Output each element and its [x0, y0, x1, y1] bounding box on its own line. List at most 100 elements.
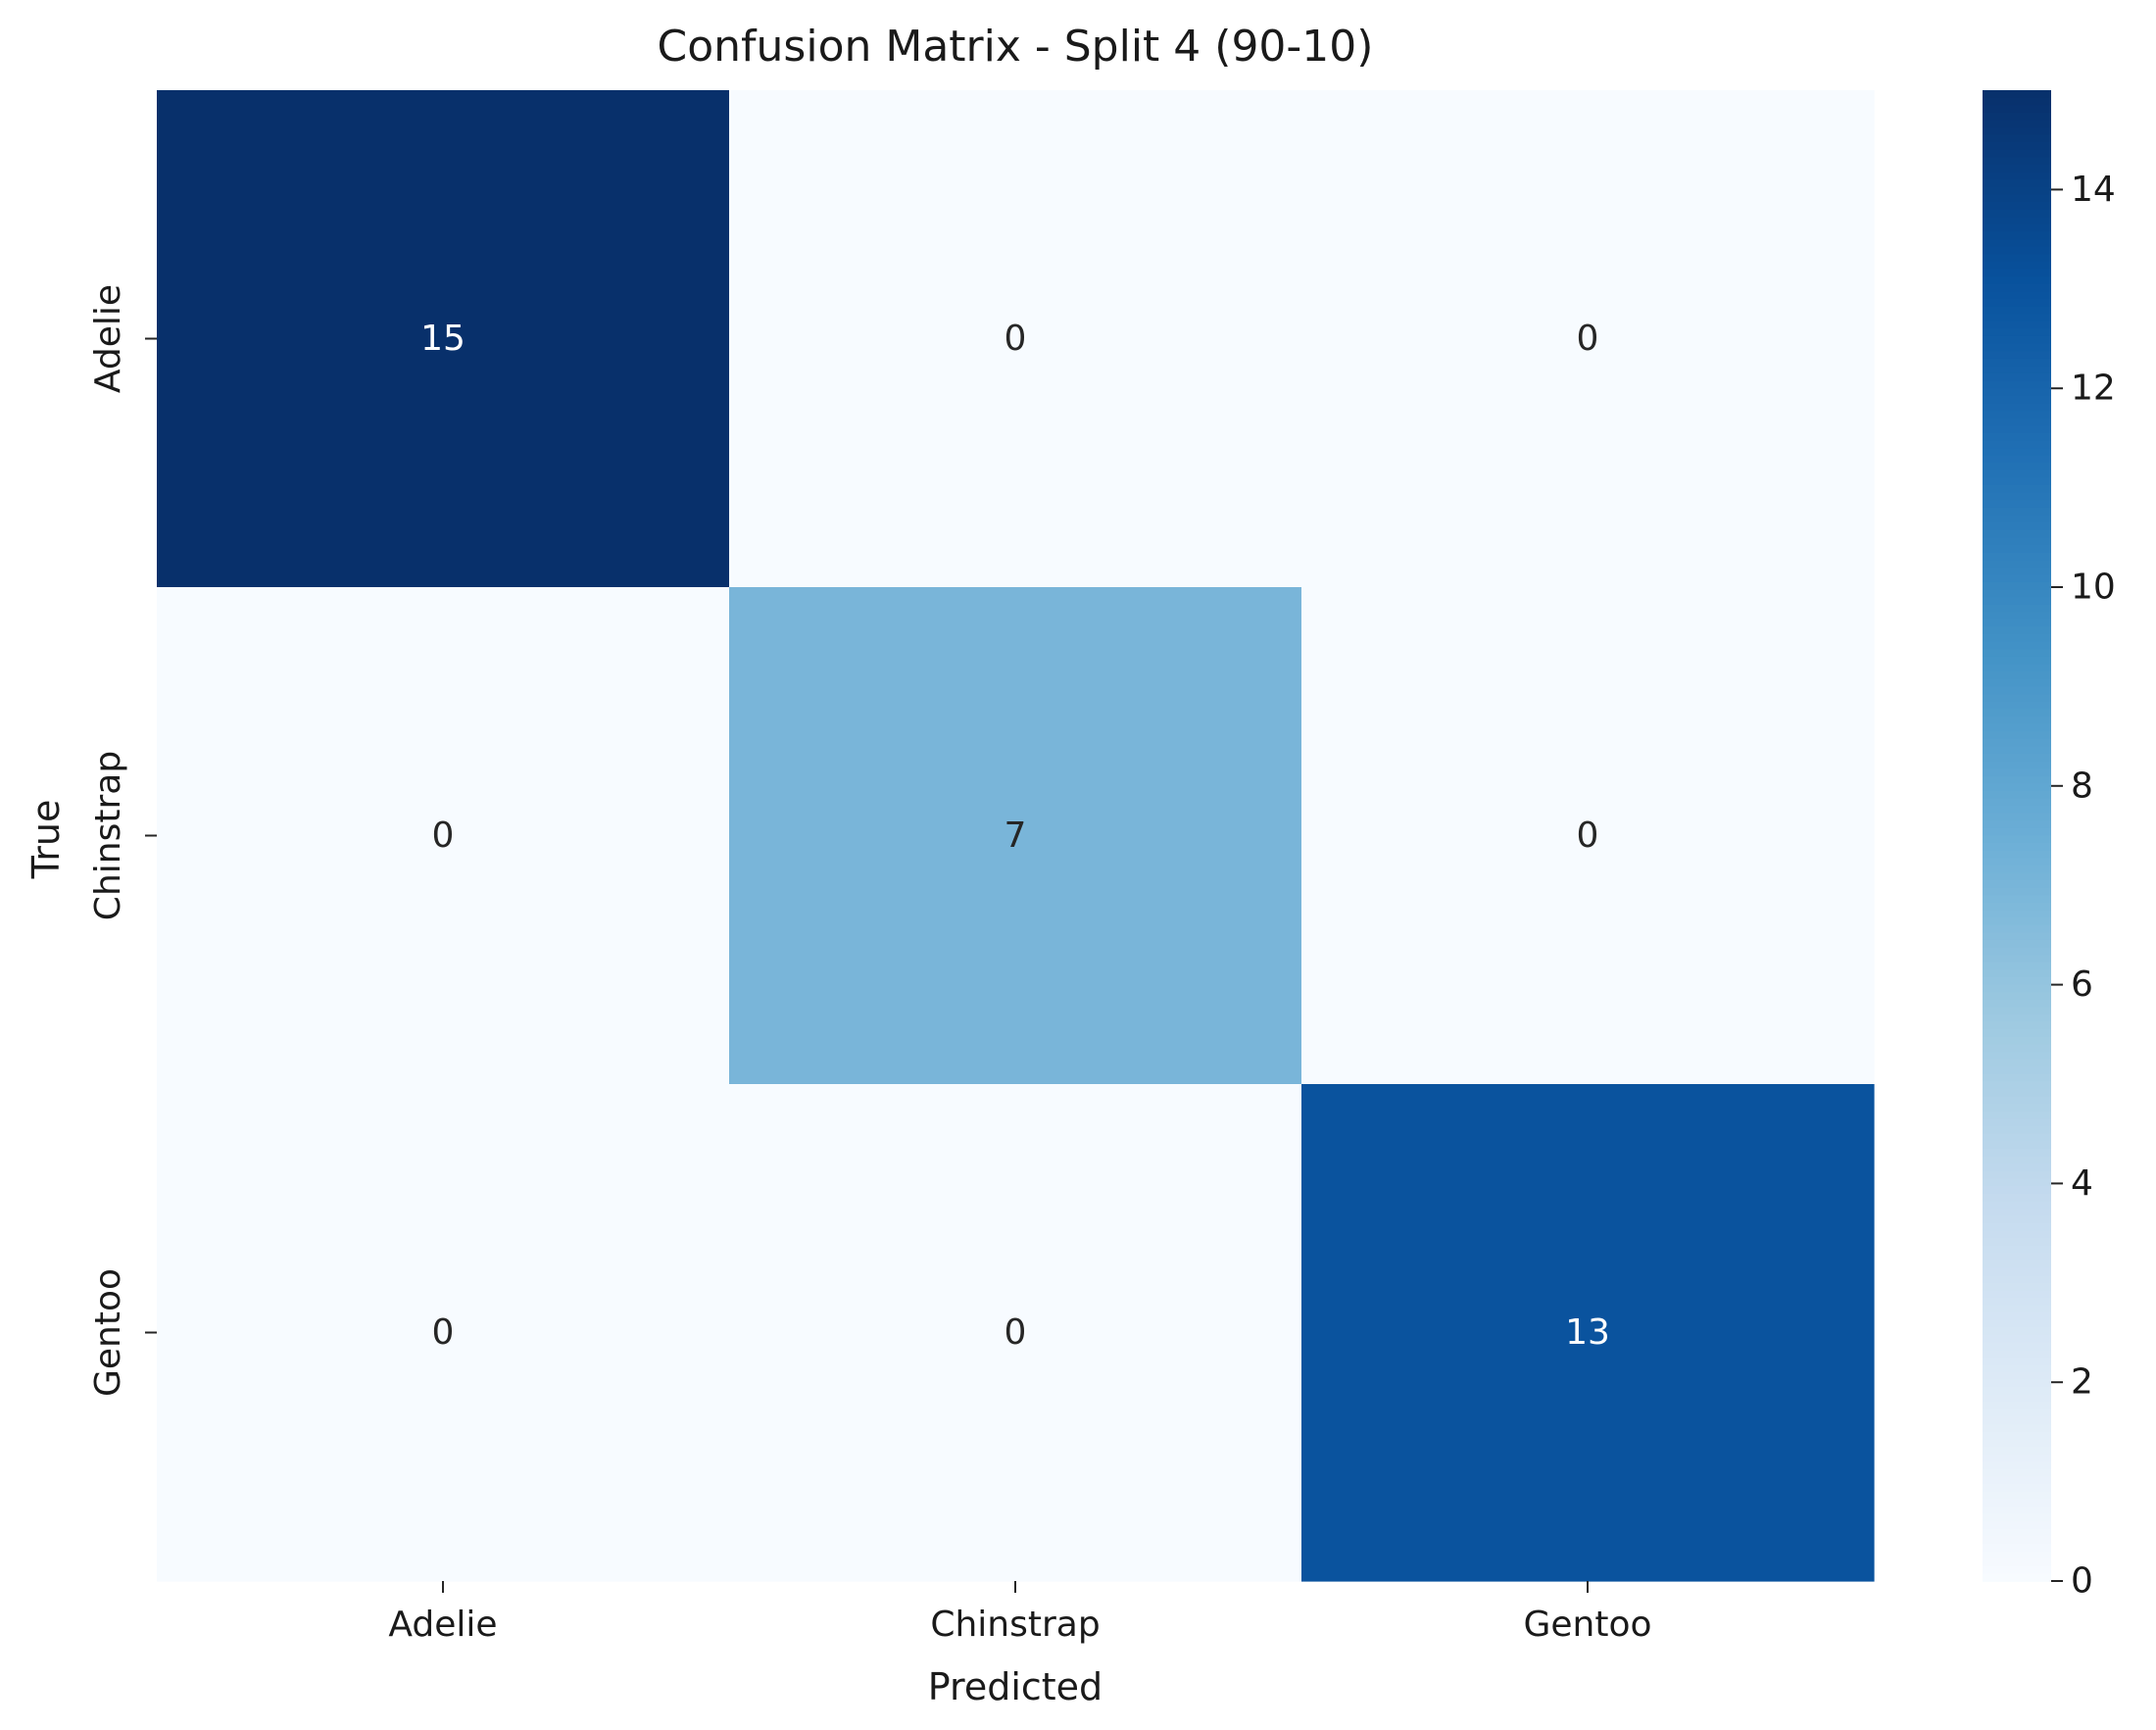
- cell-value-label: 0: [1004, 1312, 1027, 1353]
- colorbar-strip: [1983, 567, 2051, 576]
- colorbar-strip: [1983, 746, 2051, 755]
- y-axis: Adelie Chinstrap Gentoo: [88, 284, 157, 1397]
- colorbar-strip: [1983, 1059, 2051, 1068]
- chart-title: Confusion Matrix - Split 4 (90-10): [658, 22, 1374, 72]
- colorbar-strip: [1983, 440, 2051, 449]
- colorbar-strip: [1983, 149, 2051, 159]
- colorbar-strip: [1983, 276, 2051, 285]
- heatmap-cells: [157, 90, 1875, 1582]
- colorbar-strip: [1983, 775, 2051, 785]
- colorbar-strip: [1983, 217, 2051, 225]
- colorbar-strip: [1983, 865, 2051, 874]
- colorbar-strip: [1983, 314, 2051, 322]
- colorbar-strip: [1983, 678, 2051, 688]
- colorbar-strip: [1983, 1536, 2051, 1545]
- colorbar-strip: [1983, 1327, 2051, 1336]
- colorbar-strip: [1983, 656, 2051, 666]
- colorbar-strip: [1983, 425, 2051, 434]
- colorbar-strip: [1983, 1499, 2051, 1508]
- colorbar-strip: [1983, 581, 2051, 591]
- colorbar-strip: [1983, 1215, 2051, 1224]
- colorbar-strip: [1983, 395, 2051, 405]
- colorbar-strip: [1983, 1118, 2051, 1127]
- colorbar-strip: [1983, 1230, 2051, 1239]
- colorbar-strip: [1983, 269, 2051, 277]
- colorbar-strip: [1983, 343, 2051, 352]
- colorbar-strip: [1983, 1021, 2051, 1031]
- colorbar-strip: [1983, 1096, 2051, 1106]
- heatmap-cell-labels: 15 0 0 0 7 0 0 0 13: [420, 319, 1610, 1353]
- colorbar-strip: [1983, 1036, 2051, 1046]
- x-axis-label: Predicted: [928, 1665, 1102, 1708]
- colorbar-strip: [1983, 999, 2051, 1009]
- colorbar-strip: [1983, 1528, 2051, 1538]
- colorbar-strip: [1983, 597, 2051, 606]
- cell-value-label: 0: [432, 1312, 455, 1353]
- colorbar-strip: [1983, 90, 2051, 99]
- heatmap-cell: [1301, 1084, 1875, 1582]
- colorbar-strip: [1983, 529, 2051, 539]
- colorbar-strip: [1983, 709, 2051, 717]
- heatmap-cell: [729, 90, 1302, 588]
- colorbar-strip: [1983, 507, 2051, 517]
- colorbar-strip: [1983, 1193, 2051, 1202]
- colorbar-strip: [1983, 1364, 2051, 1373]
- colorbar-strip: [1983, 701, 2051, 711]
- colorbar-strip: [1983, 1185, 2051, 1195]
- colorbar-strip: [1983, 1073, 2051, 1083]
- colorbar-strip: [1983, 1305, 2051, 1314]
- colorbar-strip: [1983, 411, 2051, 420]
- colorbar-strip: [1983, 1282, 2051, 1292]
- colorbar-strip: [1983, 589, 2051, 598]
- colorbar-strip: [1983, 372, 2051, 382]
- colorbar-strip: [1983, 1454, 2051, 1463]
- cell-value-label: 0: [1577, 319, 1599, 359]
- colorbar-strip: [1983, 955, 2051, 964]
- colorbar-strip: [1983, 984, 2051, 994]
- colorbar-strip: [1983, 1238, 2051, 1247]
- colorbar-strip: [1983, 1521, 2051, 1530]
- colorbar-strip: [1983, 827, 2051, 837]
- colorbar-strip: [1983, 1111, 2051, 1120]
- x-tick-label: Adelie: [388, 1605, 497, 1645]
- colorbar-strip: [1983, 947, 2051, 956]
- colorbar-strip: [1983, 1290, 2051, 1299]
- cell-value-label: 0: [1577, 816, 1599, 856]
- colorbar-strip: [1983, 843, 2051, 852]
- cell-value-label: 0: [1004, 319, 1027, 359]
- colorbar-strip: [1983, 560, 2051, 568]
- colorbar-strip: [1983, 1148, 2051, 1158]
- colorbar-strip: [1983, 1573, 2051, 1582]
- heatmap-cell: [1301, 90, 1875, 588]
- colorbar-strip: [1983, 753, 2051, 763]
- colorbar-strip: [1983, 1491, 2051, 1501]
- colorbar-strip: [1983, 671, 2051, 680]
- colorbar-strip: [1983, 1014, 2051, 1023]
- heatmap-cell: [1301, 587, 1875, 1085]
- colorbar-strip: [1983, 1484, 2051, 1493]
- cell-value-label: 7: [1004, 816, 1027, 856]
- colorbar-strip: [1983, 1170, 2051, 1180]
- colorbar-strip: [1983, 1267, 2051, 1276]
- colorbar-tick-label: 10: [2071, 568, 2116, 608]
- colorbar-strip: [1983, 1565, 2051, 1575]
- colorbar-strip: [1983, 1335, 2051, 1344]
- colorbar-strip: [1983, 186, 2051, 196]
- colorbar-strip: [1983, 731, 2051, 740]
- colorbar-strip: [1983, 1424, 2051, 1433]
- colorbar-strip: [1983, 544, 2051, 554]
- colorbar-strip: [1983, 165, 2051, 173]
- colorbar-strip: [1983, 172, 2051, 181]
- colorbar-strip: [1983, 872, 2051, 881]
- colorbar-strip: [1983, 924, 2051, 934]
- colorbar-strip: [1983, 157, 2051, 166]
- colorbar-strip: [1983, 455, 2051, 465]
- colorbar-strip: [1983, 790, 2051, 800]
- colorbar-strip: [1983, 686, 2051, 695]
- colorbar-strip: [1983, 1447, 2051, 1456]
- colorbar-tick-label: 12: [2071, 369, 2116, 409]
- colorbar-strip: [1983, 291, 2051, 300]
- colorbar-strip: [1983, 910, 2051, 918]
- colorbar-strip: [1983, 641, 2051, 651]
- colorbar-strip: [1983, 820, 2051, 829]
